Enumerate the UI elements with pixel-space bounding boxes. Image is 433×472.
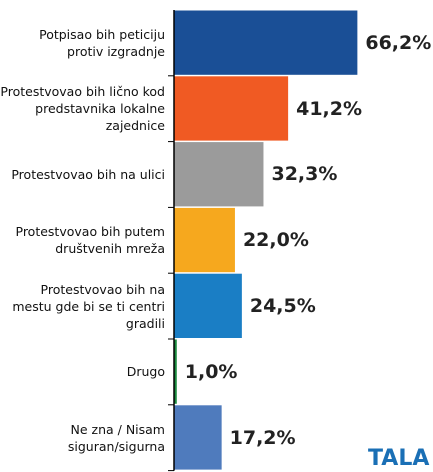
value-label: 32,3%: [271, 163, 338, 186]
category-label: Drugo: [126, 364, 165, 380]
value-label: 66,2%: [365, 31, 432, 54]
category-label: Protestvovao bih putem društvenih mreža: [15, 224, 166, 257]
bar: [174, 273, 242, 338]
value-label: 24,5%: [249, 295, 316, 318]
category-label: Protestvovao bih na mestu gde bi se ti c…: [12, 281, 165, 331]
category-label: Protestvovao bih lično kod predstavnika …: [0, 84, 165, 134]
value-label: 41,2%: [296, 97, 363, 120]
value-label: 1,0%: [184, 360, 238, 383]
bar: [174, 207, 235, 273]
category-label: Ne zna / Nisam siguran/sigurna: [67, 421, 165, 454]
category-label: Potpisao bih peticiju protiv izgradnje: [39, 26, 165, 59]
value-label: 22,0%: [242, 229, 309, 252]
bar: [174, 405, 222, 470]
bar: [174, 76, 289, 141]
bar: [174, 10, 358, 75]
watermark: TALA: [368, 446, 430, 471]
category-label: Protestvovao bih na ulici: [11, 166, 165, 182]
bar: [174, 142, 264, 207]
value-label: 17,2%: [229, 426, 296, 449]
bar: [174, 339, 177, 404]
